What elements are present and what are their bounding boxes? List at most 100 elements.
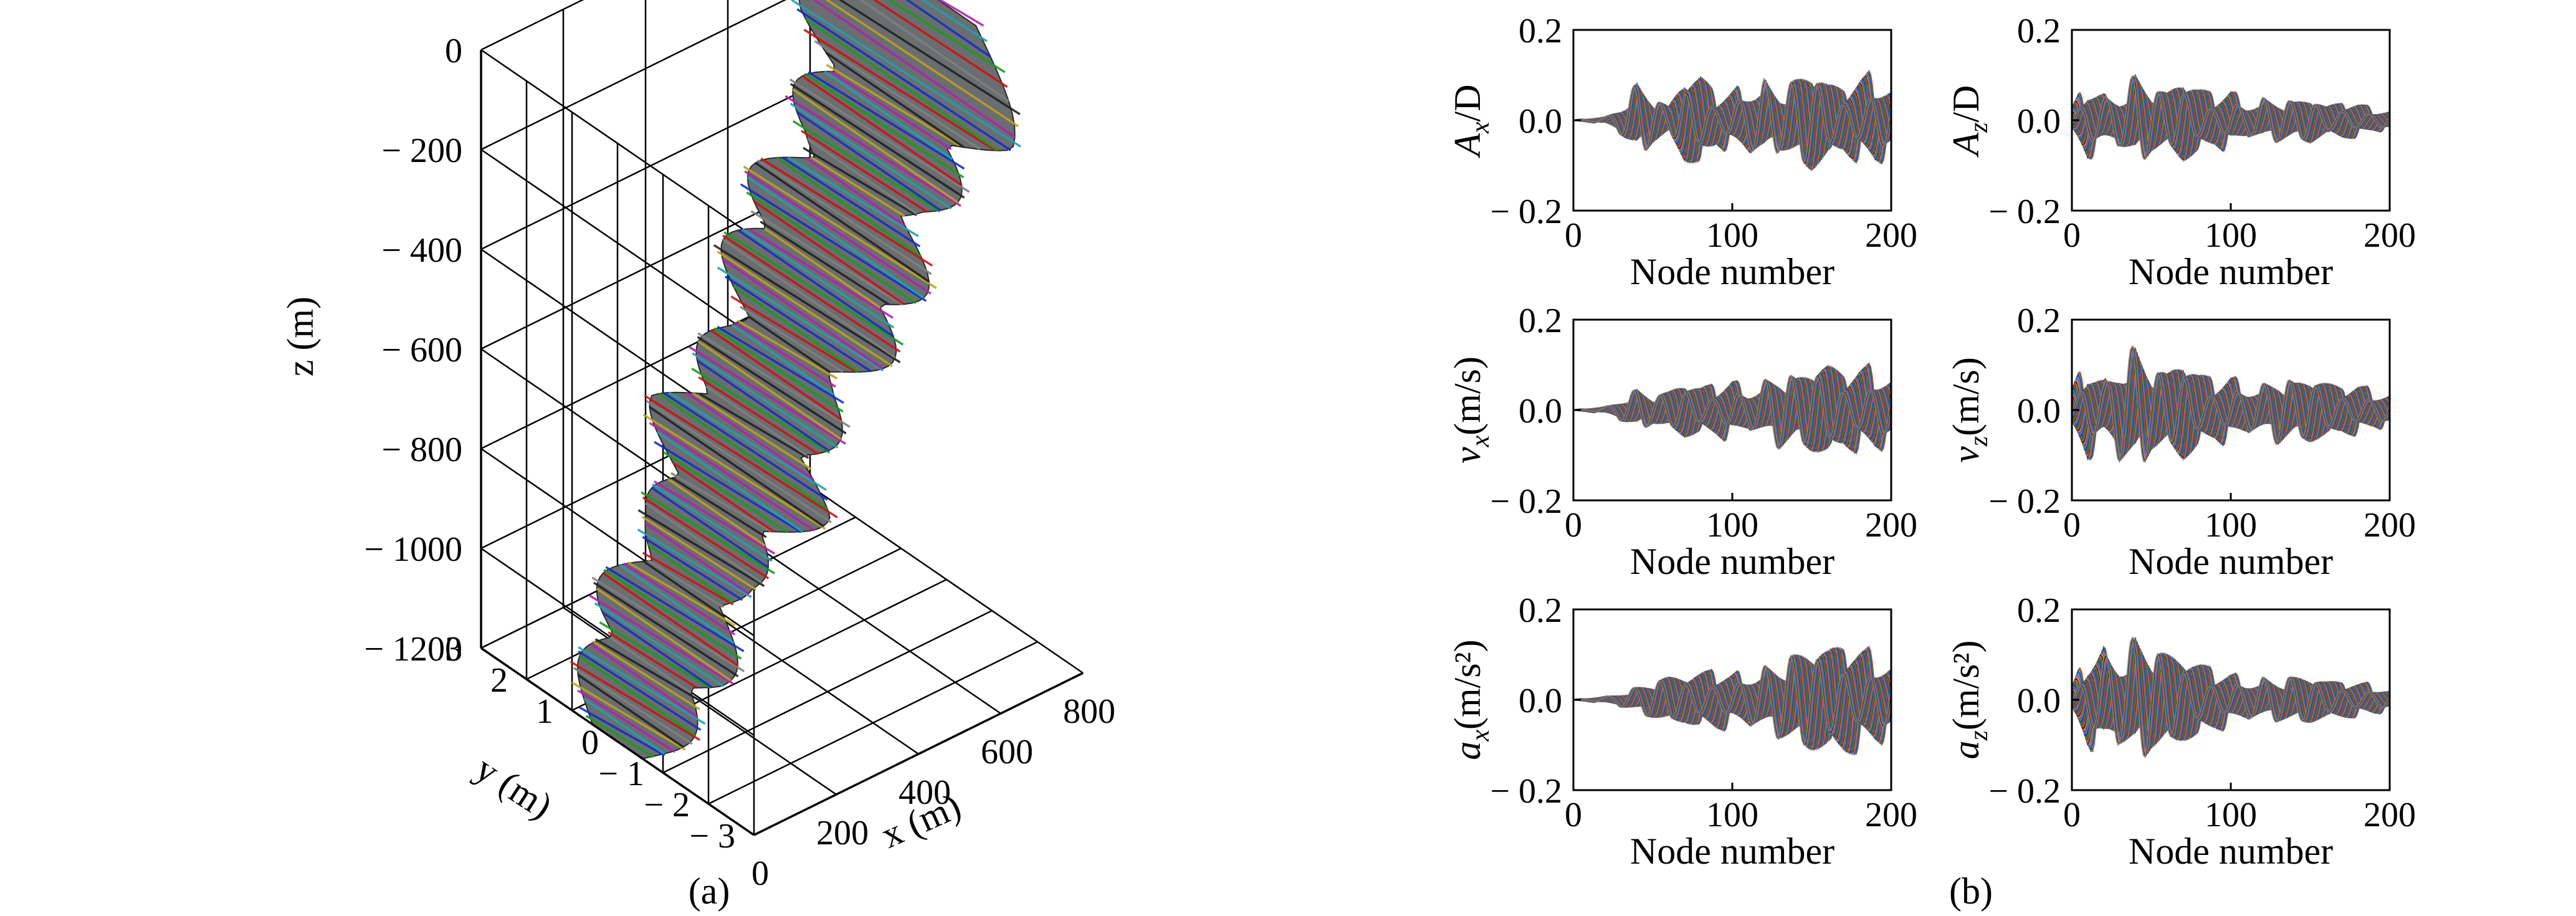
y-label-subscript: x <box>1466 435 1495 447</box>
x-tick-label: 400 <box>899 773 951 812</box>
riser-section <box>593 581 739 677</box>
riser-section <box>658 393 828 510</box>
x-tick-label: 200 <box>2364 796 2416 834</box>
riser-section <box>713 244 901 364</box>
plot-curves <box>2072 636 2390 758</box>
y-label-suffix: (m/s) <box>1945 357 1987 436</box>
riser-section <box>637 528 752 598</box>
riser-section <box>710 329 842 421</box>
y-tick-label: 0.0 <box>1519 392 1562 431</box>
riser-section <box>724 275 872 373</box>
series-line <box>2072 636 2390 758</box>
riser-section <box>791 0 1021 148</box>
riser-section <box>605 566 745 652</box>
x-tick-label: 0 <box>2063 796 2081 834</box>
riser-section <box>642 413 826 530</box>
x-tick-label: 200 <box>1865 216 1917 255</box>
y-label-subscript: z <box>1965 122 1993 133</box>
riser-section <box>938 0 985 27</box>
y-tick-label: − 0.2 <box>1490 193 1562 231</box>
riser-section <box>814 40 981 150</box>
riser-section <box>872 0 1008 88</box>
riser-section <box>764 227 881 309</box>
riser-section <box>755 161 930 283</box>
x-tick-label: 800 <box>1063 692 1115 731</box>
riser-section <box>644 522 750 595</box>
x-tick-label: 0 <box>1565 216 1582 255</box>
riser-section <box>649 422 816 532</box>
y-label-suffix: (m/s) <box>1447 356 1488 436</box>
grid-line-floor-y <box>662 609 993 774</box>
x-axis-label: Node number <box>1630 541 1834 582</box>
riser-section <box>760 221 890 306</box>
riser-section <box>742 227 895 329</box>
riser-section <box>697 332 851 428</box>
y-tick-label: 0.2 <box>2017 12 2061 50</box>
plot-b2: 0 100 200 0.2 0.0 − 0.2 Node number Az/D <box>1945 12 2416 292</box>
riser-section <box>722 234 901 353</box>
riser-section <box>722 258 884 370</box>
riser-section <box>578 655 696 737</box>
riser-section <box>688 346 846 445</box>
y-tick-label: 0.2 <box>1519 302 1562 340</box>
y-tick-label: 0.2 <box>1519 12 1562 50</box>
riser-section <box>824 70 953 160</box>
plot-b5: 0 100 200 0.2 0.0 − 0.2 Node number ax(m/s²) <box>1447 591 1917 872</box>
y-label-subscript: x <box>1466 122 1495 134</box>
riser-section <box>730 295 857 373</box>
riser-section <box>781 156 921 248</box>
riser-section <box>644 394 838 518</box>
riser-section <box>733 322 836 388</box>
riser-section <box>670 476 767 538</box>
x-tick-label: 200 <box>1865 506 1917 545</box>
riser-section <box>737 319 838 379</box>
riser-section <box>577 689 676 753</box>
z-tick-label: − 400 <box>381 231 462 270</box>
riser-section <box>652 483 773 562</box>
riser-section <box>705 385 808 456</box>
riser-section <box>740 183 927 302</box>
y-tick-label: 0 <box>581 723 599 762</box>
y-tick-label: 1 <box>536 692 553 731</box>
riser-section <box>594 602 725 688</box>
riser-section <box>792 88 958 204</box>
riser-section <box>789 102 952 210</box>
series-line <box>1573 375 1891 450</box>
z-axis-label: z (m) <box>280 297 321 376</box>
y-tick-label: − 0.2 <box>1988 772 2061 811</box>
y-label-symbol: a <box>1447 742 1488 760</box>
y-label-subscript: z <box>1965 436 1993 447</box>
y-label-suffix: (m/s²) <box>1945 641 1987 731</box>
plot-curves <box>1573 69 1891 173</box>
riser-section <box>649 406 824 527</box>
y-label-subscript: z <box>1965 730 1993 741</box>
y-label-suffix: /D <box>1945 85 1987 122</box>
riser-section <box>662 451 788 533</box>
riser-section <box>601 611 713 689</box>
riser-section <box>825 52 965 148</box>
riser-section <box>578 646 706 725</box>
riser-section <box>609 636 692 694</box>
riser-section <box>717 266 884 372</box>
panel-b-response-grid: 0 100 200 0.2 0.0 − 0.2 Node number Ax/D 0 100 200… <box>1447 12 2416 872</box>
panel-a-caption: (a) <box>689 871 730 912</box>
riser-section <box>578 650 702 731</box>
riser-section <box>800 130 928 213</box>
y-tick-label: 0.0 <box>2017 102 2061 141</box>
x-tick-label: 100 <box>2205 216 2257 255</box>
y-axis-line <box>480 647 755 836</box>
y-tick-label: − 1 <box>598 755 644 793</box>
riser-section <box>789 78 970 193</box>
x-tick-label: 100 <box>2205 506 2257 545</box>
riser-section <box>739 305 844 373</box>
y-axis-label: Ax/D <box>1447 84 1495 158</box>
x-tick-label: 100 <box>1706 796 1758 834</box>
y-tick-label: − 0.2 <box>1490 772 1562 811</box>
riser-section <box>696 360 829 452</box>
riser-section <box>672 461 775 533</box>
riser-section <box>826 64 960 147</box>
y-label-suffix: /D <box>1447 84 1488 122</box>
y-label-subscript: x <box>1466 730 1495 742</box>
riser-section <box>608 631 698 689</box>
